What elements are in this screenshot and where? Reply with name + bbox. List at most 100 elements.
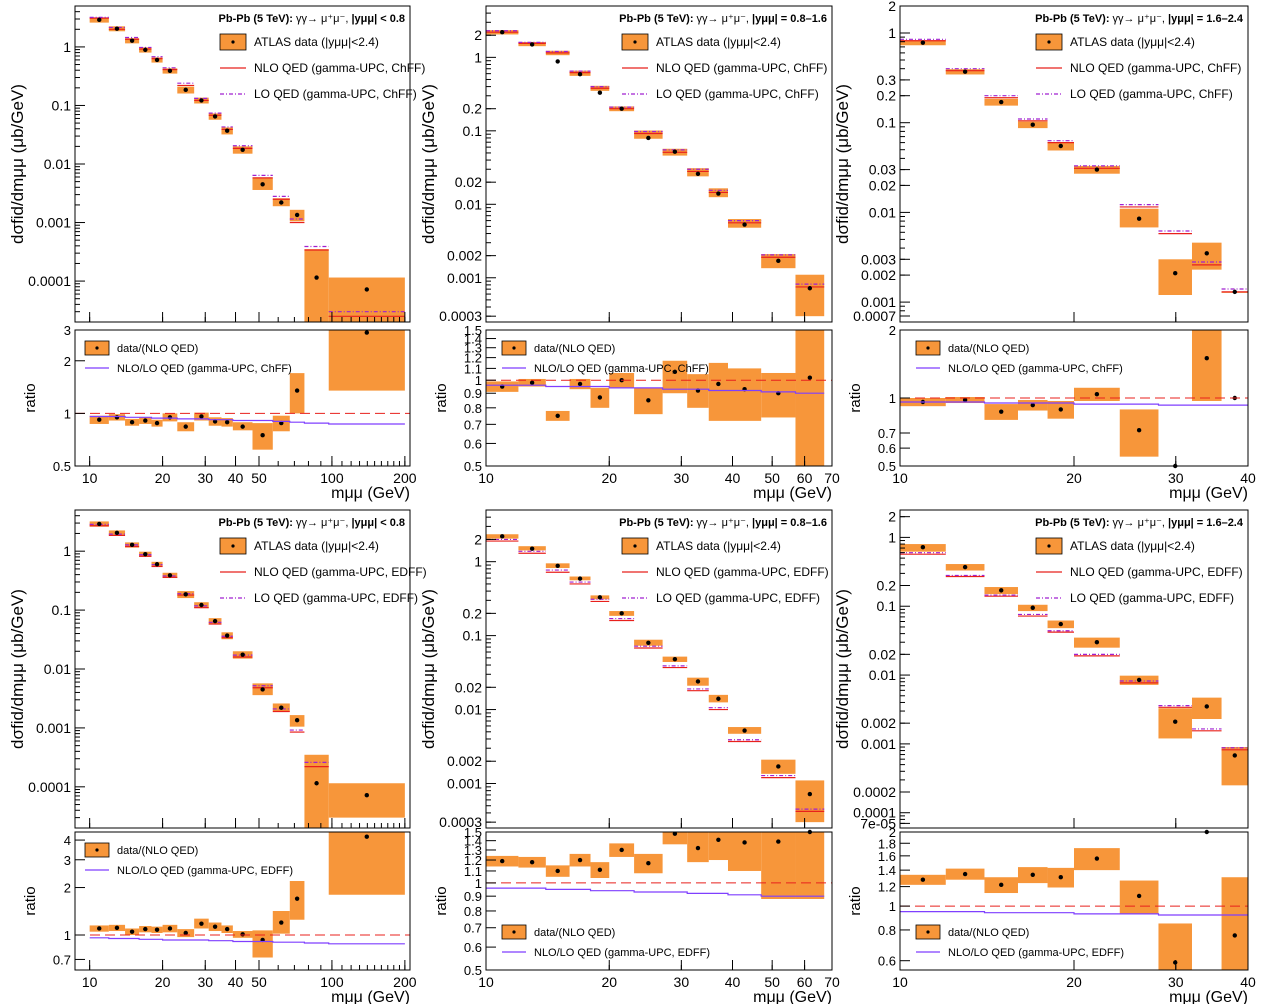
ratio-point	[695, 845, 701, 851]
data-point	[314, 781, 319, 786]
x-tick-label: 200	[393, 974, 417, 990]
data-band	[328, 277, 405, 322]
data-band	[304, 754, 329, 828]
x-tick-label: 20	[155, 470, 171, 486]
legend-label-nlo: NLO QED (gamma-UPC, EDFF)	[1070, 565, 1243, 579]
y-tick-label: 0.1	[52, 97, 72, 113]
x-tick-label: 40	[1240, 974, 1256, 990]
data-point	[1094, 167, 1100, 172]
ratio-point	[1030, 402, 1035, 408]
ratio-band	[328, 832, 405, 895]
ratio-tick-label: 1.1	[464, 864, 482, 879]
y-tick-label: 0.002	[861, 267, 896, 283]
ratio-point	[294, 388, 300, 393]
data-point	[529, 42, 535, 47]
data-point	[577, 71, 583, 77]
ratio-point	[1058, 407, 1063, 412]
ratio-point	[716, 381, 721, 387]
data-band	[1221, 747, 1248, 786]
data-point	[1173, 270, 1178, 276]
legend-label-data: ATLAS data (|yμμ|<2.4)	[1070, 539, 1195, 553]
x-tick-label: 40	[1240, 470, 1256, 486]
y-tick-label: 0.1	[463, 123, 483, 139]
ratio-tick-label: 2	[889, 825, 896, 840]
x-tick-label: 30	[1168, 974, 1184, 990]
legend-label-nlo: NLO QED (gamma-UPC, ChFF)	[1070, 61, 1241, 75]
data-point	[143, 47, 148, 53]
ratio-point	[97, 417, 102, 422]
x-tick-label: 60	[797, 974, 813, 990]
y-tick-label: 0.02	[455, 174, 482, 190]
data-point	[1204, 251, 1209, 256]
data-point	[1136, 216, 1142, 221]
ratio-band	[1191, 330, 1222, 401]
legend-label-lo: LO QED (gamma-UPC, ChFF)	[1070, 87, 1233, 101]
ratio-tick-label: 1	[889, 899, 896, 914]
y-tick-label: 2	[888, 509, 896, 525]
legend-label-lo: LO QED (gamma-UPC, EDFF)	[254, 591, 418, 605]
y-axis-title-main: dσfid/dmμμ (μb/GeV)	[419, 84, 438, 244]
ratio-point	[114, 925, 120, 931]
y-tick-label: 2	[474, 531, 482, 547]
ratio-tick-label: 1.3	[464, 843, 482, 858]
data-point	[114, 530, 120, 536]
data-point	[807, 286, 813, 291]
y-axis-title-main: dσfid/dmμμ (μb/GeV)	[833, 84, 852, 244]
data-point	[183, 87, 188, 93]
ratio-tick-label: 0.5	[53, 459, 71, 474]
y-axis-title-ratio: ratio	[847, 383, 864, 412]
ratio-point	[555, 868, 560, 874]
y-tick-label: 0.02	[455, 679, 482, 695]
ratio-legend-label-line: NLO/LO QED (gamma-UPC, EDFF)	[534, 947, 710, 959]
main-plot: 2 1 0.2 0.1 0.02 0.01 0.002 0.001 0.0003 Pb-Pb (5…	[419, 5, 833, 324]
ratio-band	[727, 832, 762, 871]
ratio-point	[279, 920, 284, 925]
ratio-point	[1094, 391, 1100, 397]
ratio-tick-label: 0.5	[464, 963, 482, 978]
data-point	[1204, 704, 1209, 709]
ratio-tick-label: 1.4	[464, 332, 482, 347]
data-point	[294, 718, 300, 723]
data-point	[364, 793, 369, 798]
ratio-tick-label: 1.2	[878, 880, 896, 895]
legend-marker-data	[1047, 40, 1051, 44]
x-tick-label: 40	[725, 974, 741, 990]
y-tick-label: 0.03	[869, 162, 896, 178]
y-tick-label: 1	[63, 543, 71, 559]
ratio-point	[555, 413, 560, 419]
ratio-point	[240, 424, 245, 429]
data-point	[646, 640, 651, 645]
data-point	[1030, 605, 1035, 610]
ratio-tick-label: 0.5	[878, 459, 896, 474]
y-tick-label: 0.1	[877, 598, 897, 614]
main-frame	[485, 5, 833, 323]
data-point	[999, 588, 1004, 593]
x-tick-label: 40	[725, 470, 741, 486]
x-tick-label: 20	[601, 470, 617, 486]
data-point	[212, 618, 218, 624]
ratio-point	[224, 926, 230, 932]
panel-title: Pb-Pb (5 TeV): γγ→ μ⁺μ⁻, |yμμ| = 1.6–2.4	[1035, 13, 1244, 25]
nlo-lo-ratio-line	[900, 910, 1248, 916]
data-point	[619, 106, 624, 111]
ratio-point	[97, 926, 102, 931]
data-point	[199, 602, 204, 608]
ratio-frame	[74, 329, 411, 467]
data-point	[555, 563, 560, 568]
x-tick-label: 20	[601, 974, 617, 990]
y-tick-label: 0.002	[447, 753, 482, 769]
x-tick-label: 10	[892, 974, 908, 990]
y-axis-title-ratio: ratio	[847, 886, 864, 915]
legend-marker-data	[231, 40, 235, 44]
data-point	[1058, 621, 1063, 627]
ratio-band	[727, 368, 762, 421]
y-axis-title-ratio: ratio	[433, 383, 450, 412]
main-frame	[74, 5, 411, 323]
y-tick-label: 0.2	[463, 101, 483, 117]
ratio-plot: 0.5 0.60.7 1 2 data/(NLO QED) NLO/LO QED (gam…	[847, 323, 1256, 502]
y-axis-title-main: dσfid/dmμμ (μb/GeV)	[8, 84, 27, 244]
x-axis-title: mμμ (GeV)	[753, 989, 832, 1004]
x-tick-label: 30	[674, 470, 690, 486]
ratio-tick-label: 3	[64, 323, 71, 338]
